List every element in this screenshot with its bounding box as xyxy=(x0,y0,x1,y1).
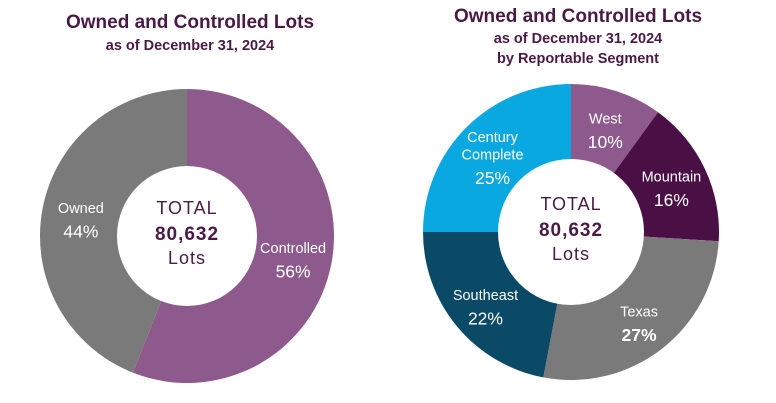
chart-left: Owned and Controlled Lots as of December… xyxy=(0,0,380,403)
slice-owned xyxy=(39,89,188,373)
slice-label-name: West xyxy=(589,111,622,127)
center-lots-label: Lots xyxy=(552,244,590,264)
center-total-label: TOTAL xyxy=(540,194,601,214)
slice-label-percent: 10% xyxy=(588,132,623,152)
donut-hole xyxy=(117,166,257,306)
slice-label-percent: 25% xyxy=(475,168,510,188)
chart-subtitle-segment: by Reportable Segment xyxy=(497,51,659,67)
donut-hole xyxy=(498,159,644,305)
chart-title: Owned and Controlled Lots xyxy=(65,12,315,33)
donut-chart-segments: West 10% Mountain 16% Texas 27% Southeast 22% Ce… xyxy=(423,84,719,380)
slice-label-name: Controlled xyxy=(260,241,326,257)
slice-label-percent: 44% xyxy=(63,221,98,241)
chart-title: Owned and Controlled Lots xyxy=(453,6,703,27)
slice-label-name: Century xyxy=(467,130,519,146)
slice-label-name: Complete xyxy=(461,147,523,163)
slice-label-percent: 22% xyxy=(468,308,503,328)
slice-label-name: Southeast xyxy=(453,288,518,304)
slice-label-name: Owned xyxy=(58,201,104,217)
slice-label-percent: 27% xyxy=(622,325,657,345)
center-lots-label: Lots xyxy=(168,248,206,268)
slice-label-percent: 56% xyxy=(276,262,311,282)
center-total-value: 80,632 xyxy=(539,220,603,241)
center-total-value: 80,632 xyxy=(155,224,219,245)
center-total-label: TOTAL xyxy=(156,198,217,218)
slice-label-name: Mountain xyxy=(642,170,702,186)
chart-right: Owned and Controlled Lots as of December… xyxy=(380,0,776,403)
slice-label-percent: 16% xyxy=(654,190,689,210)
chart-subtitle: as of December 31, 2024 xyxy=(493,31,663,47)
chart-subtitle: as of December 31, 2024 xyxy=(105,38,275,54)
donut-chart-owned-controlled: Controlled 56% Owned 44% TOTAL 80,632 Lots xyxy=(39,89,334,383)
slice-label-name: Texas xyxy=(620,305,658,321)
